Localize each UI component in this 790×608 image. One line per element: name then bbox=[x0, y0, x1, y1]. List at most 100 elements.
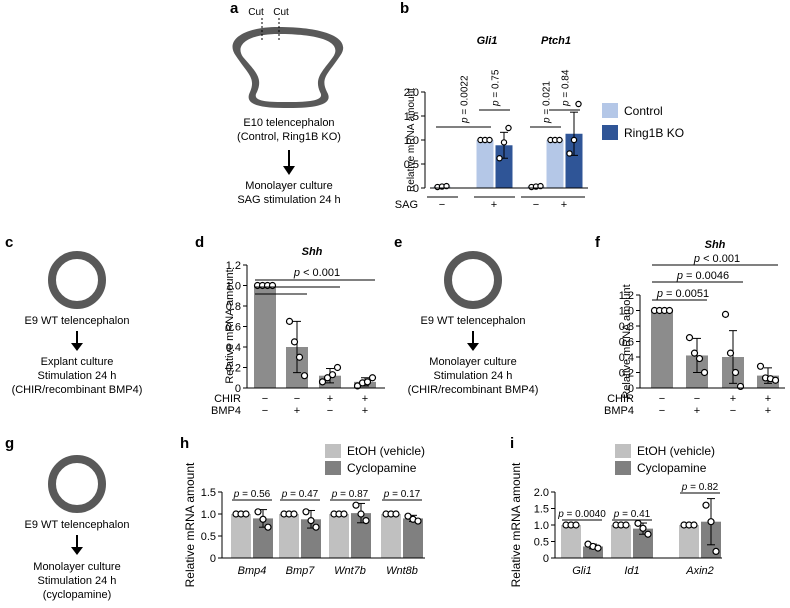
panel-letter-h: h bbox=[180, 435, 189, 452]
gene-label: Bmp4 bbox=[238, 565, 267, 577]
panel-e: e E9 WT telencephalon Monolayer culture … bbox=[394, 234, 538, 396]
row-value: + bbox=[294, 405, 300, 417]
data-point bbox=[644, 530, 652, 538]
row-value: − bbox=[694, 393, 700, 405]
row-value: − bbox=[659, 405, 665, 417]
y-tick-label: 1.0 bbox=[534, 520, 549, 532]
telencephalon-circle-c bbox=[48, 251, 106, 309]
caption-c-line3: Stimulation 24 h bbox=[38, 370, 117, 382]
y-tick-label: 0 bbox=[210, 553, 216, 565]
caption-a-line4: SAG stimulation 24 h bbox=[237, 194, 340, 206]
p-value: p < 0.001 bbox=[693, 253, 740, 265]
p-value: p = 0.84 bbox=[561, 69, 572, 107]
panel-letter-a: a bbox=[230, 0, 239, 17]
data-point bbox=[575, 100, 582, 108]
gene-label: Wnt8b bbox=[386, 565, 418, 577]
data-point bbox=[622, 521, 630, 529]
data-point bbox=[268, 281, 277, 290]
legend-label: Control bbox=[624, 104, 663, 118]
data-point bbox=[404, 512, 412, 520]
bar bbox=[546, 140, 564, 188]
legend-swatch bbox=[615, 444, 631, 458]
panel-letter-f: f bbox=[595, 234, 601, 251]
data-point bbox=[726, 349, 735, 357]
legend-swatch bbox=[602, 103, 618, 118]
caption-a-line1: E10 telencephalon bbox=[243, 117, 334, 129]
y-axis-label: Relative mRNA amount bbox=[509, 462, 523, 587]
data-point bbox=[639, 524, 647, 532]
p-value: p < 0.001 bbox=[293, 267, 340, 279]
row-value: − bbox=[659, 393, 665, 405]
panel-letter-c: c bbox=[5, 234, 13, 251]
data-point bbox=[264, 523, 272, 531]
caption-a-line3: Monolayer culture bbox=[245, 180, 332, 192]
data-point bbox=[353, 382, 362, 390]
row-value: + bbox=[491, 199, 497, 211]
p-value: p = 0.17 bbox=[383, 489, 421, 500]
y-tick-label: 1.0 bbox=[619, 306, 634, 318]
chart-h: h 0 0.5 1.0 1.5 Relative mRNA amount p = 0.56 B… bbox=[180, 435, 425, 587]
y-tick-label: 0 bbox=[543, 553, 549, 565]
data-point bbox=[537, 182, 544, 190]
bar bbox=[381, 514, 401, 558]
legend-label: EtOH (vehicle) bbox=[637, 444, 715, 458]
data-point bbox=[362, 516, 370, 525]
row-value: + bbox=[362, 393, 368, 405]
telencephalon-circle-e bbox=[444, 251, 502, 309]
p-value: p = 0.56 bbox=[233, 489, 271, 500]
y-tick-label: 1.2 bbox=[619, 290, 634, 302]
y-tick-label: 0.2 bbox=[226, 363, 241, 375]
gene-label: Id1 bbox=[624, 565, 639, 577]
caption-g-line1: E9 WT telencephalon bbox=[25, 519, 130, 531]
data-point bbox=[259, 515, 267, 523]
data-point bbox=[242, 510, 250, 518]
arrow-a bbox=[283, 166, 295, 175]
telencephalon-circle-g bbox=[48, 455, 106, 513]
data-point bbox=[392, 510, 400, 518]
cut-label-1: Cut bbox=[248, 7, 264, 18]
data-point bbox=[323, 374, 332, 382]
y-tick-label: 0.6 bbox=[619, 337, 634, 349]
row-label: SAG bbox=[395, 199, 418, 211]
data-point bbox=[300, 372, 309, 380]
data-point bbox=[566, 150, 573, 157]
bar bbox=[476, 140, 494, 188]
data-point bbox=[500, 139, 508, 146]
legend-label: Ring1B KO bbox=[624, 126, 684, 140]
data-point bbox=[254, 508, 262, 516]
row-value: + bbox=[561, 199, 567, 211]
data-point bbox=[290, 338, 299, 346]
row-value: − bbox=[730, 405, 736, 417]
y-axis-label: Relative mRNA amount bbox=[621, 284, 633, 398]
caption-a-line2: (Control, Ring1B KO) bbox=[237, 131, 341, 143]
data-point bbox=[307, 516, 315, 525]
data-point bbox=[690, 349, 699, 357]
panel-letter-e: e bbox=[394, 234, 402, 251]
caption-e-line1: E9 WT telencephalon bbox=[421, 315, 526, 327]
legend-label: EtOH (vehicle) bbox=[347, 444, 425, 458]
bar bbox=[231, 514, 251, 558]
row-value: − bbox=[533, 199, 539, 211]
y-axis-label: Relative mRNA amount bbox=[224, 269, 236, 383]
row-label: CHIR bbox=[607, 393, 634, 405]
gene-title: Ptch1 bbox=[541, 35, 571, 47]
telencephalon-shape-a bbox=[232, 27, 344, 108]
arrow-g bbox=[71, 547, 83, 555]
y-tick-label: 0 bbox=[628, 383, 634, 395]
data-point bbox=[700, 368, 709, 377]
data-point bbox=[295, 353, 304, 361]
data-point bbox=[285, 317, 294, 325]
y-tick-label: 0 bbox=[235, 383, 241, 395]
data-point bbox=[333, 363, 342, 372]
bar bbox=[611, 525, 631, 558]
gene-label: Axin2 bbox=[685, 565, 714, 577]
caption-g-line2: Monolayer culture bbox=[33, 561, 120, 573]
y-tick-label: 1.0 bbox=[404, 135, 419, 147]
y-tick-label: 1.0 bbox=[201, 509, 216, 521]
bar bbox=[279, 514, 299, 558]
data-point bbox=[312, 523, 320, 531]
data-point bbox=[363, 378, 372, 386]
